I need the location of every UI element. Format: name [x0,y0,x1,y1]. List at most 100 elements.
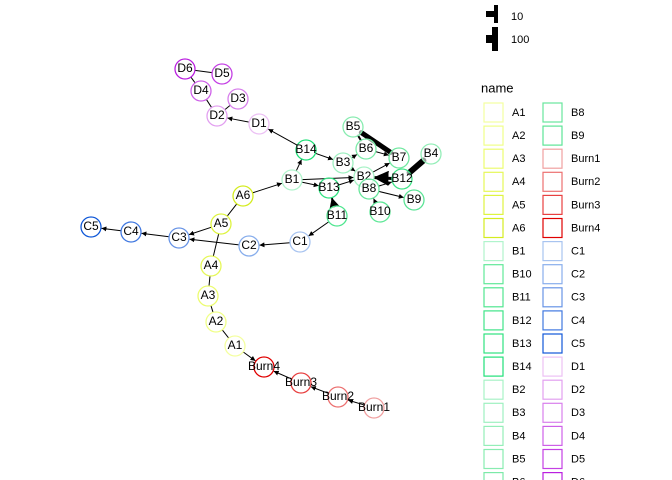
edge [227,116,250,123]
node-label: Burn2 [322,389,354,403]
legend-key [542,310,563,331]
node [391,168,413,190]
edge [141,231,170,238]
size-key-10 [486,5,498,23]
edge [314,152,334,161]
legend-key [483,310,504,331]
edge [348,399,365,406]
node [248,113,270,135]
legend-key [542,125,563,146]
legend-key [542,287,563,308]
legend-label: B5 [512,453,525,465]
legend-key [483,287,504,308]
node [174,58,196,80]
legend-label: A4 [512,176,525,188]
legend-key [483,102,504,123]
node-label: B3 [336,155,351,169]
legend-key [483,241,504,262]
node [420,143,442,165]
legend-label: Burn4 [571,222,600,234]
legend-key [542,402,563,423]
legend-key [483,194,504,215]
node [295,139,317,161]
legend-title: name [481,80,514,95]
legend-key [483,148,504,169]
legend-label: D5 [571,453,585,465]
legend-label: D4 [571,430,585,442]
size-key-100 [486,27,498,51]
node-label: A6 [236,188,251,202]
node-label: A5 [214,216,229,230]
legend-key [542,356,563,377]
legend-key [483,356,504,377]
legend-label: C4 [571,315,585,327]
node [227,88,249,110]
size-label: 100 [511,34,529,46]
legend-label: B10 [512,269,532,281]
legend-label: B14 [512,361,532,373]
edge [310,386,330,394]
node [327,386,349,408]
legend-key [483,125,504,146]
legend-label: A5 [512,199,525,211]
legend: 10 100 name A1 A2 A3 A4 A5 A6 B1 B10 B11 B12 B13 B1… [481,5,600,480]
legend-label: B6 [512,477,525,480]
legend-label: D2 [571,384,585,396]
node [80,216,102,238]
edge [221,329,230,339]
node-label: B10 [369,204,391,218]
legend-key [542,171,563,192]
legend-key [542,102,563,123]
legend-label: A1 [512,107,525,119]
legend-label: B12 [512,315,532,327]
edge [378,190,404,199]
node [210,213,232,235]
legend-label: D1 [571,361,585,373]
node [363,397,385,419]
edge [378,181,392,187]
node-label: B4 [424,146,439,160]
nodes: A1A2A3A4A5A6B1B10B11B12B13B14B2B3B4B5B6B… [80,58,442,419]
legend-key [542,333,563,354]
edge [301,181,319,188]
edge [273,370,293,380]
legend-key [542,217,563,239]
legend-key [542,148,563,169]
node [369,201,391,223]
node [168,227,190,249]
node-label: B9 [407,192,422,206]
legend-label: D3 [571,407,585,419]
legend-label: C5 [571,338,585,350]
node-label: B14 [295,142,317,156]
edge [406,157,427,176]
node [238,235,260,257]
node [190,80,212,102]
edge [190,76,196,84]
node-label: C3 [171,230,187,244]
size-label: 10 [511,11,523,23]
legend-label: C1 [571,246,585,258]
node [200,255,222,277]
edge [205,98,213,109]
edge [338,179,355,186]
edges [101,69,427,406]
node-label: B7 [392,150,407,164]
legend-key [542,425,563,446]
legend-label: Burn2 [571,176,600,188]
legend-key [542,264,563,285]
legend-key [483,448,504,470]
legend-key [542,472,563,480]
legend-label: B1 [512,246,525,258]
legend-key [483,425,504,446]
legend-key [483,217,504,239]
edge [189,237,240,246]
node [281,169,303,191]
edge [224,104,231,111]
node [289,231,311,253]
edge [349,166,356,172]
legend-label: D6 [571,477,585,480]
node [211,63,233,85]
legend-key [542,194,563,215]
legend-label: A6 [512,222,525,234]
